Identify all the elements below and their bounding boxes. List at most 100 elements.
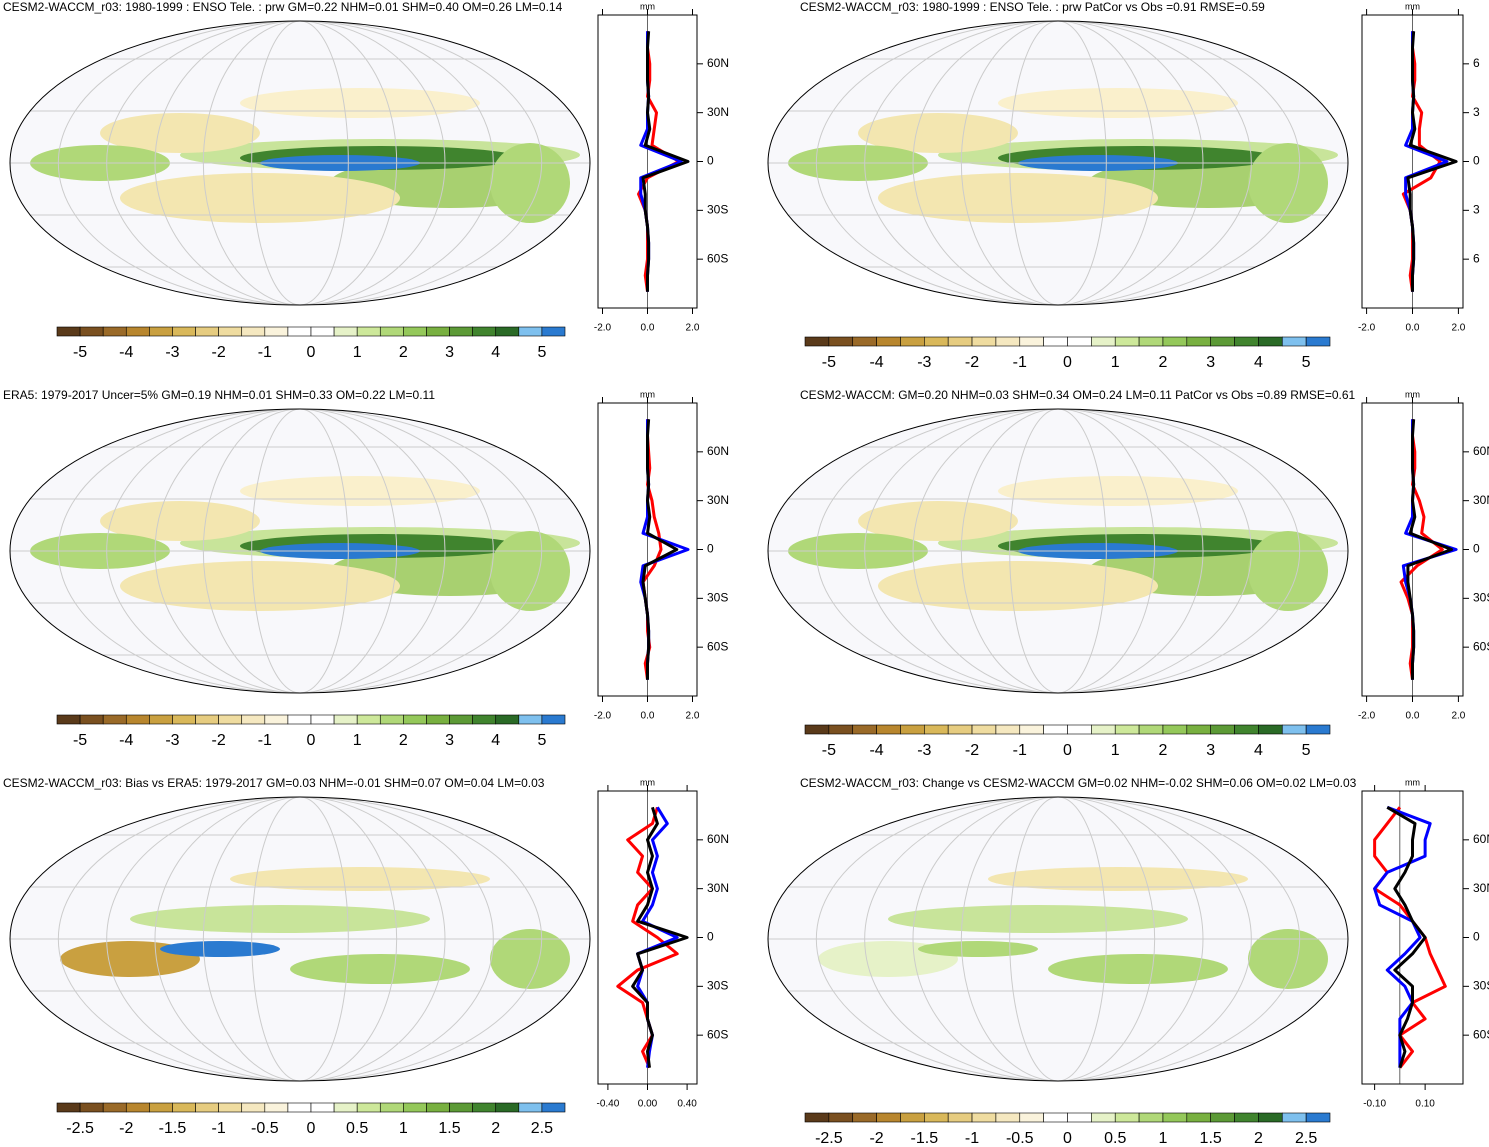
colorbar-box	[79, 326, 104, 337]
anomaly-shading	[878, 561, 1158, 611]
panel-title: CESM2-WACCM: GM=0.20 NHM=0.03 SHM=0.34 O…	[800, 388, 1356, 402]
colorbar-box	[379, 714, 404, 725]
colorbar-box	[310, 714, 335, 725]
anomaly-shading	[918, 941, 1038, 957]
map-frame	[9, 796, 591, 1082]
panel-title: CESM2-WACCM_r03: Bias vs ERA5: 1979-2017…	[3, 776, 545, 790]
colorbar-box	[149, 326, 173, 337]
panel: CESM2-WACCM_r03: Bias vs ERA5: 1979-2017…	[3, 776, 729, 1137]
colorbar-box	[287, 326, 312, 337]
colorbar-box	[79, 1102, 104, 1113]
colorbar-label: 1	[1159, 1130, 1168, 1147]
colorbar-label: -4	[119, 732, 133, 749]
graticule	[106, 409, 494, 693]
colorbar-box	[241, 714, 266, 725]
colorbar-box	[495, 714, 520, 725]
x-tick-label: -2.0	[594, 323, 612, 334]
colorbar-box	[518, 714, 543, 725]
colorbar-label: -1.5	[159, 1120, 187, 1137]
colorbar-label: 3	[1206, 354, 1215, 371]
colorbar-box	[1305, 336, 1331, 347]
panel-title: CESM2-WACCM_r03: 1980-1999 : ENSO Tele. …	[800, 0, 1265, 14]
anomaly-shading	[998, 88, 1238, 118]
colorbar-box	[356, 714, 381, 725]
colorbar-label: -1	[258, 344, 272, 361]
colorbar-box	[924, 336, 949, 347]
anomaly-shading	[490, 143, 570, 223]
colorbar: -5 -4 -3 -2 -1 0 1 2 3 4 5	[56, 714, 566, 749]
colorbar-box	[56, 326, 81, 337]
colorbar-label: 1	[353, 344, 362, 361]
anomaly-shading	[100, 113, 260, 153]
graticule	[154, 409, 446, 693]
colorbar-box	[287, 714, 312, 725]
colorbar-box	[518, 326, 543, 337]
graticule	[57, 797, 543, 1081]
zonal-line	[1401, 31, 1442, 292]
colorbar-box	[403, 1102, 427, 1113]
colorbar: -2.5 -2 -1.5 -1 -0.5 0 0.5 1 1.5 2 2.5	[56, 1102, 566, 1137]
colorbar-label: 3	[1206, 742, 1215, 759]
colorbar-box	[947, 724, 973, 735]
colorbar-box	[79, 714, 104, 725]
colorbar-box	[1114, 1112, 1140, 1123]
colorbar-box	[195, 714, 219, 725]
colorbar-box	[472, 326, 497, 337]
colorbar-box	[310, 326, 335, 337]
panel: CESM2-WACCM_r03: 1980-1999 : ENSO Tele. …	[3, 0, 729, 361]
graticule	[106, 797, 494, 1081]
anomaly-shading	[988, 867, 1248, 891]
y-tick-label: 60S	[707, 1027, 728, 1041]
zonal-unit: mm	[1405, 389, 1420, 399]
zonal-line	[1373, 806, 1447, 1069]
y-tick-label: 6	[1473, 56, 1480, 70]
colorbar-box	[1043, 336, 1068, 347]
zonal-unit: mm	[640, 389, 655, 399]
y-tick-label: 60S	[1473, 1027, 1489, 1041]
colorbar-label: 2	[491, 1120, 500, 1137]
colorbar-box	[426, 326, 450, 337]
colorbar-label: -4	[869, 742, 883, 759]
x-tick-label: -2.0	[1358, 711, 1376, 722]
colorbar: -5 -4 -3 -2 -1 0 1 2 3 4 5	[804, 724, 1331, 759]
y-tick-label: 0	[1473, 930, 1480, 944]
x-tick-label: 0.10	[1415, 1099, 1435, 1110]
zonal-line	[637, 31, 681, 292]
colorbar-box	[172, 1102, 196, 1113]
colorbar-box	[56, 1102, 81, 1113]
anomaly-shading	[240, 88, 480, 118]
colorbar-label: 4	[491, 732, 500, 749]
zonal-unit: mm	[1405, 777, 1420, 787]
colorbar-box	[900, 336, 925, 347]
x-tick-label: -0.40	[597, 1099, 620, 1110]
colorbar-label: 5	[537, 732, 546, 749]
colorbar-box	[1234, 336, 1259, 347]
zonal-line	[641, 419, 679, 680]
colorbar-label: -2	[212, 344, 226, 361]
colorbar-box	[1305, 724, 1331, 735]
anomaly-shading	[130, 905, 430, 933]
colorbar-box	[1138, 1112, 1164, 1123]
anomaly-shading	[160, 941, 280, 957]
y-tick-label: 30N	[707, 881, 729, 895]
colorbar-box	[995, 724, 1021, 735]
zonal-line	[1399, 419, 1444, 680]
colorbar-box	[102, 326, 127, 337]
graticule	[1009, 21, 1107, 305]
graticule	[251, 21, 349, 305]
colorbar-box	[1067, 1112, 1092, 1123]
y-tick-label: 3	[1473, 105, 1480, 119]
colorbar-box	[1234, 724, 1259, 735]
colorbar-box	[195, 1102, 219, 1113]
colorbar-box	[1091, 724, 1116, 735]
colorbar-label: 5	[1302, 354, 1311, 371]
colorbar-box	[356, 1102, 381, 1113]
colorbar-box	[852, 336, 877, 347]
anomaly-shading	[1248, 531, 1328, 611]
colorbar-box	[852, 724, 877, 735]
y-tick-label: 30N	[707, 493, 729, 507]
panel: ERA5: 1979-2017 Uncer=5% GM=0.19 NHM=0.0…	[3, 388, 729, 749]
colorbar-box	[102, 714, 127, 725]
x-tick-label: 2.0	[1451, 323, 1465, 334]
colorbar-label: -0.5	[251, 1120, 279, 1137]
